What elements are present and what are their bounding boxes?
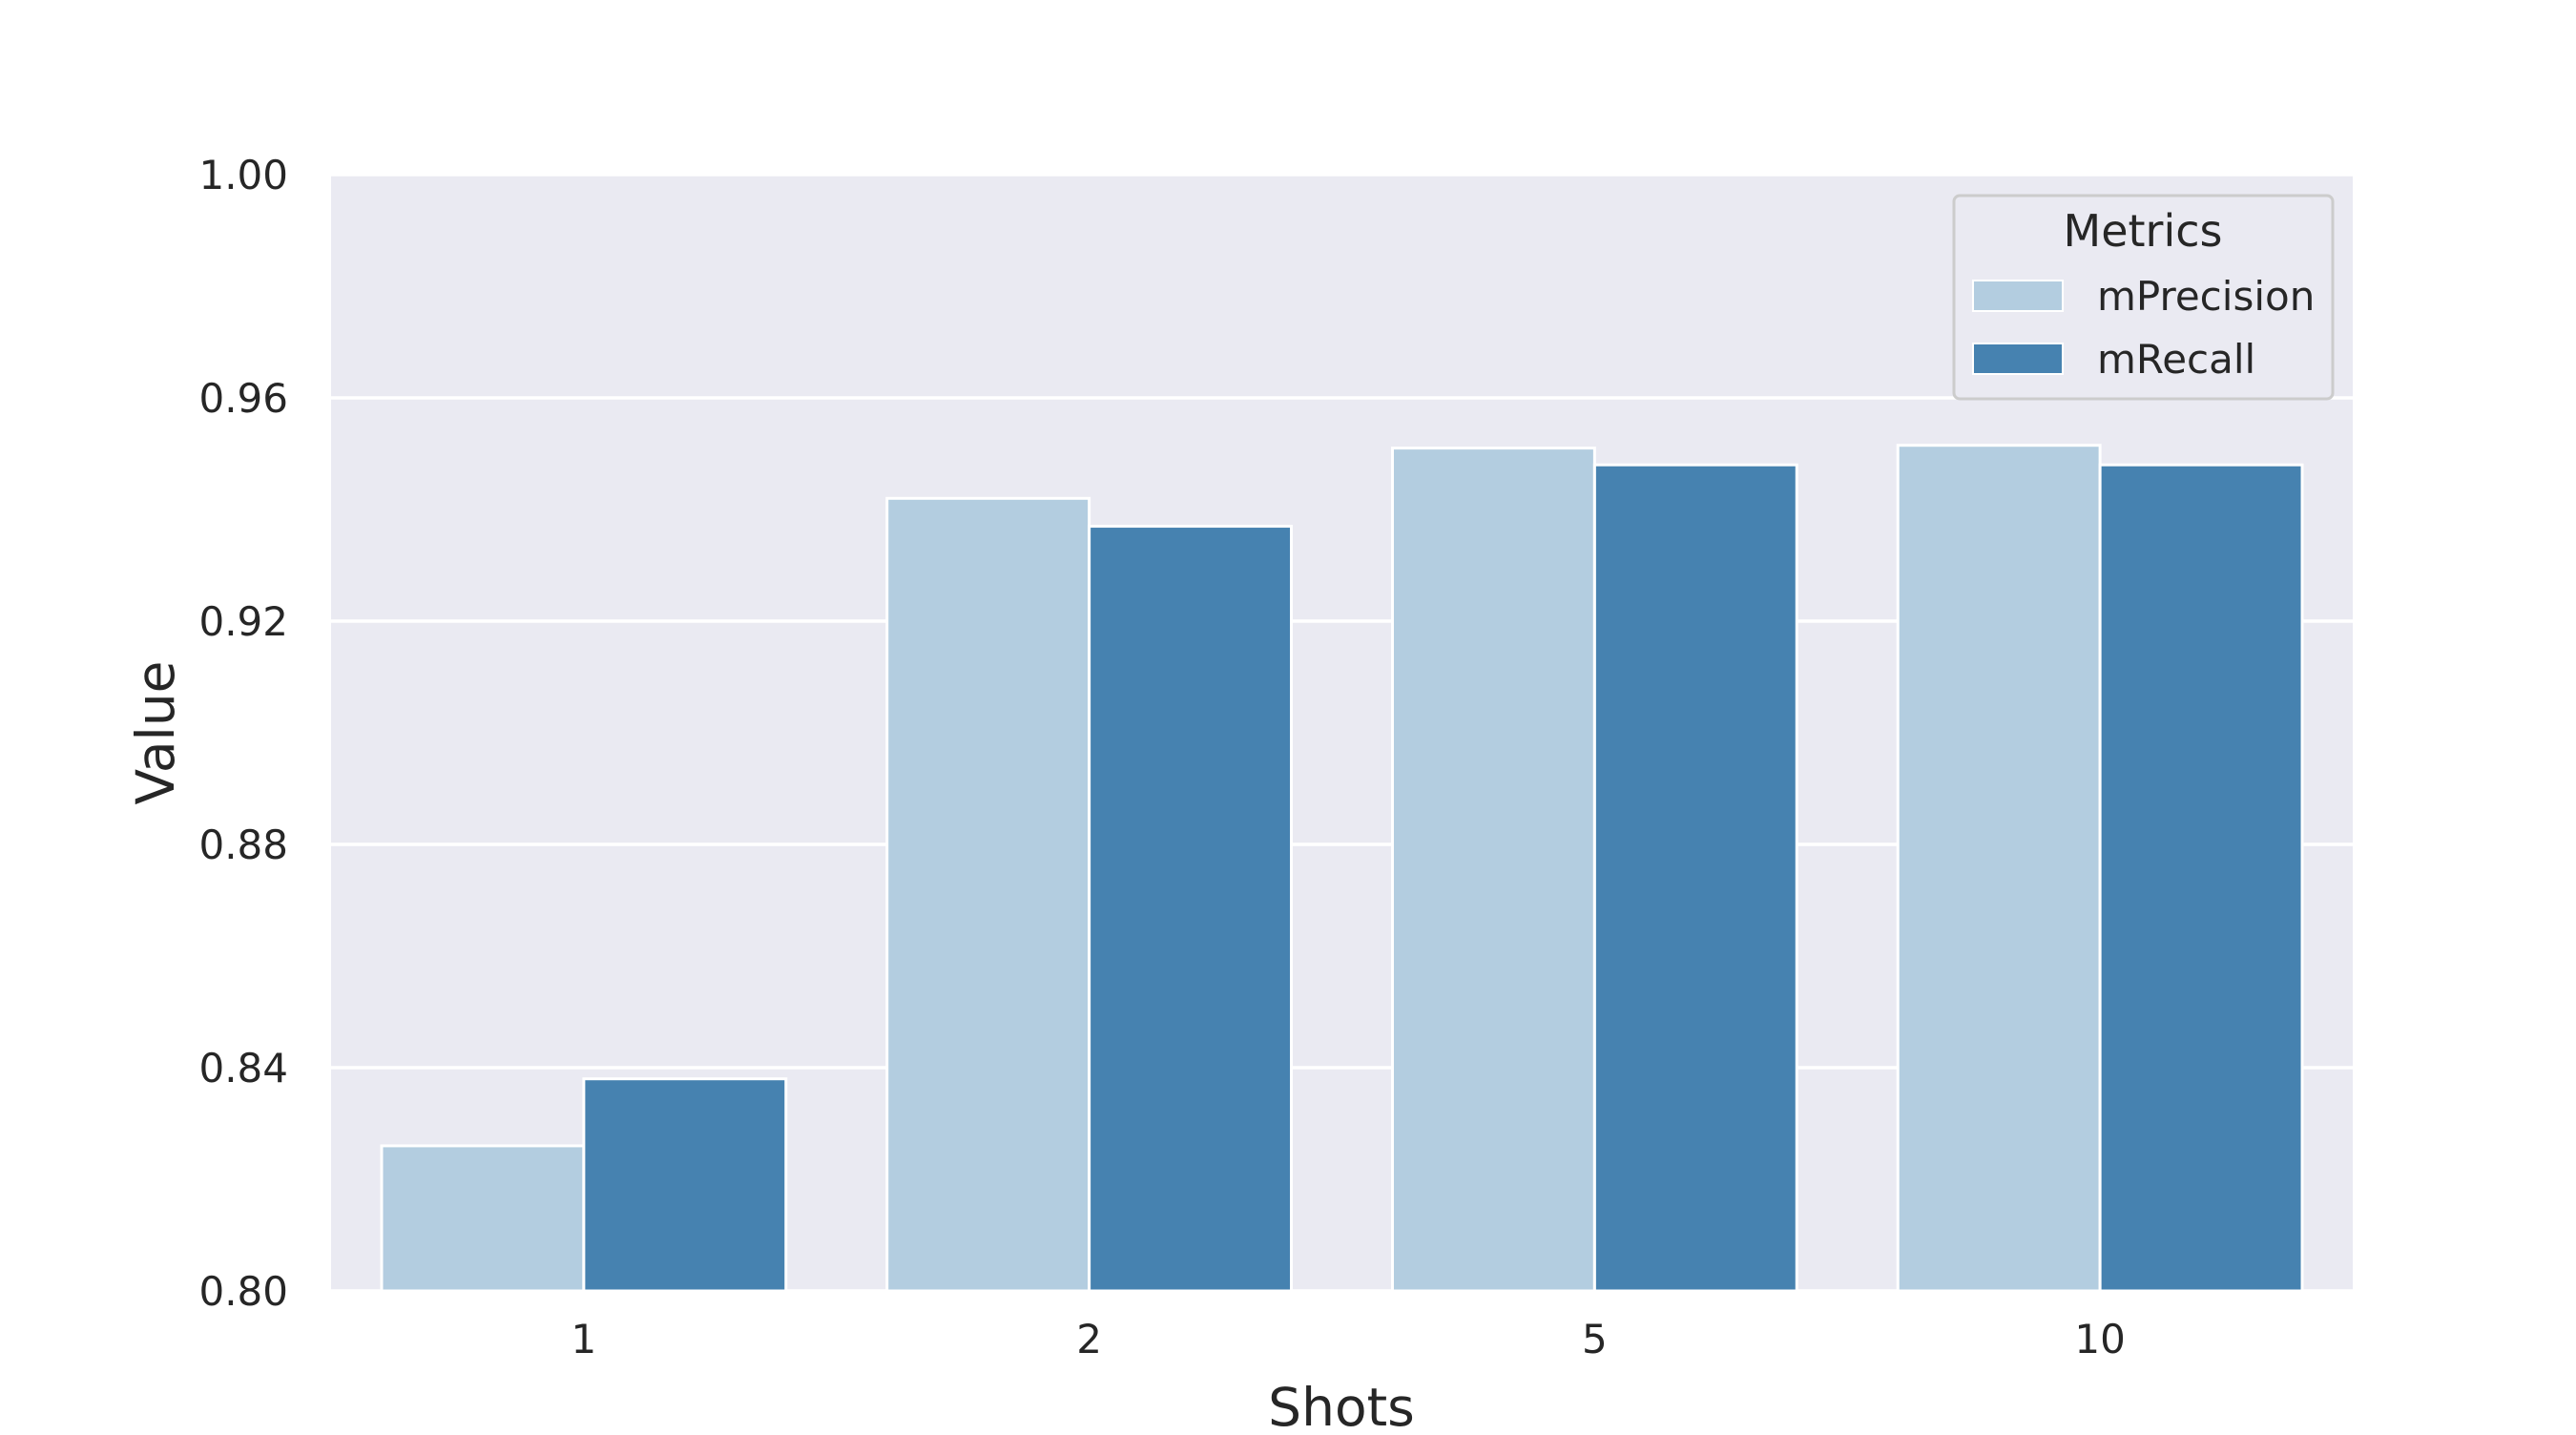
legend: Metrics mPrecision mRecall [1952,194,2335,401]
bar-mrecall-1 [582,1077,788,1293]
bars [380,444,2304,1293]
legend-label-mprecision: mPrecision [2097,273,2315,320]
x-tick-label: 10 [2074,1316,2125,1362]
x-axis-label: Shots [1268,1377,1415,1431]
legend-entries: mPrecision mRecall [1972,273,2315,383]
x-tick-labels: 1 2 5 10 [571,1316,2126,1362]
bar-mprecision-2 [885,496,1091,1293]
x-tick-label: 5 [1582,1316,1608,1362]
bar-mrecall-5 [1592,463,1798,1293]
y-tick-labels: 0.80 0.84 0.88 0.92 0.96 1.00 [198,152,288,1315]
y-tick-label: 0.92 [198,598,288,645]
bar-mrecall-10 [2098,463,2304,1293]
bar-mprecision-1 [380,1144,586,1293]
x-tick-label: 1 [571,1316,597,1362]
bar-mprecision-5 [1390,447,1596,1293]
y-tick-label: 0.84 [198,1045,288,1092]
y-tick-label: 0.88 [198,821,288,868]
legend-swatch-mrecall [1972,343,2064,375]
bar-mrecall-2 [1088,525,1294,1293]
legend-title: Metrics [2064,205,2223,257]
y-tick-label: 0.96 [198,375,288,422]
y-tick-label: 1.00 [198,152,288,198]
y-axis-label: Value [125,660,186,804]
bar-mprecision-10 [1896,444,2102,1293]
y-tick-label: 0.80 [198,1268,288,1315]
legend-label-mrecall: mRecall [2097,336,2255,383]
x-tick-label: 2 [1076,1316,1102,1362]
legend-swatch-mprecision [1972,280,2064,312]
